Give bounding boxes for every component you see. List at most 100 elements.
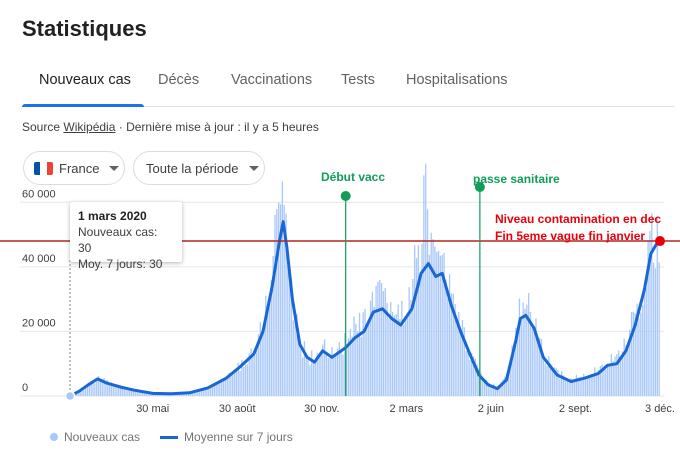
new-cases-bar: [520, 319, 522, 396]
new-cases-bar: [360, 337, 363, 396]
new-cases-bar: [505, 373, 508, 396]
new-cases-bar: [145, 392, 147, 396]
new-cases-bar: [559, 378, 561, 396]
new-cases-bar: [206, 388, 208, 396]
country-select[interactable]: France: [23, 151, 125, 185]
new-cases-bar: [142, 392, 144, 396]
new-cases-bar: [513, 343, 515, 396]
new-cases-bar: [77, 391, 79, 396]
x-tick-label: 2 mars: [390, 403, 424, 415]
new-cases-bar: [527, 293, 530, 396]
new-cases-bar: [303, 341, 306, 396]
new-cases-bar: [557, 369, 559, 396]
new-cases-bar: [434, 246, 436, 396]
new-cases-bar: [478, 368, 480, 396]
new-cases-bar: [414, 245, 416, 396]
new-cases-bar: [548, 356, 550, 396]
new-cases-bar: [138, 390, 140, 396]
new-cases-bar: [518, 298, 521, 396]
new-cases-bar: [296, 314, 298, 396]
new-cases-bar: [535, 317, 537, 396]
period-select[interactable]: Toute la période: [133, 151, 265, 185]
new-cases-bar: [358, 312, 361, 396]
tab-deces[interactable]: Décès: [158, 72, 200, 88]
new-cases-bar: [461, 320, 464, 396]
new-cases-bar: [88, 383, 90, 396]
y-tick-label: 0: [22, 382, 28, 394]
y-tick-label: 20 000: [22, 317, 56, 329]
new-cases-bar: [346, 344, 348, 396]
new-cases-bar: [423, 175, 425, 396]
current-level-dot: [655, 236, 665, 247]
new-cases-bar: [463, 327, 465, 396]
new-cases-bar: [263, 328, 265, 396]
new-cases-bar: [630, 311, 633, 396]
new-cases-bar: [454, 304, 456, 396]
new-cases-bar: [430, 232, 432, 396]
new-cases-bar: [390, 301, 392, 396]
new-cases-bar: [134, 390, 136, 396]
new-cases-bar: [595, 373, 598, 396]
new-cases-bar: [276, 209, 278, 396]
new-cases-bar: [526, 304, 528, 396]
new-cases-bar: [97, 376, 100, 396]
new-cases-bar: [149, 393, 151, 396]
new-cases-bar: [636, 303, 638, 396]
new-cases-bar: [132, 390, 135, 396]
new-cases-bar: [634, 313, 636, 396]
source-link[interactable]: Wikipédia: [63, 120, 116, 134]
new-cases-bar: [456, 318, 458, 396]
new-cases-bar: [259, 321, 261, 396]
new-cases-bar: [292, 320, 295, 396]
new-cases-bar: [380, 283, 383, 396]
new-cases-bar: [232, 373, 234, 396]
tab-tests[interactable]: Tests: [341, 72, 375, 88]
new-cases-bar: [393, 315, 396, 396]
new-cases-bar: [575, 374, 578, 396]
new-cases-bar: [322, 344, 324, 396]
new-cases-bar: [347, 338, 350, 396]
new-cases-bar: [368, 320, 370, 396]
tab-nouveaux-cas[interactable]: Nouveaux cas: [39, 72, 131, 88]
new-cases-bar: [83, 388, 85, 396]
y-tick-label: 60 000: [22, 188, 56, 200]
vaccination-start-annotation: Début vacc: [321, 170, 385, 184]
new-cases-bar: [388, 318, 390, 396]
new-cases-bar: [369, 300, 372, 396]
new-cases-bar: [351, 336, 353, 396]
new-cases-bar: [123, 388, 125, 396]
new-cases-bar: [289, 272, 291, 396]
new-cases-bar: [487, 383, 489, 396]
cases-chart[interactable]: Début vacc passe sanitaire Niveau contam…: [0, 160, 680, 430]
source-line: Source Wikipédia · Dernière mise à jour …: [22, 120, 319, 134]
new-cases-bar: [228, 372, 230, 396]
country-label: France: [59, 160, 100, 176]
new-cases-bar: [96, 378, 98, 396]
new-cases-bar: [114, 386, 116, 396]
new-cases-bar: [537, 338, 539, 396]
new-cases-bar: [524, 308, 526, 396]
new-cases-bar: [364, 308, 366, 396]
new-cases-bar: [250, 348, 252, 396]
new-cases-bar: [643, 293, 646, 396]
new-cases-bar: [314, 362, 317, 396]
new-cases-bar: [312, 359, 315, 396]
france-flag-icon: [34, 161, 53, 175]
tab-vaccinations[interactable]: Vaccinations: [231, 72, 313, 88]
new-cases-bar: [645, 287, 647, 396]
new-cases-bar: [329, 356, 331, 396]
seven-day-average-line: [69, 220, 662, 398]
new-cases-bar: [618, 350, 620, 396]
new-cases-bar: [647, 240, 649, 396]
new-cases-bar: [432, 239, 434, 396]
new-cases-bar: [652, 262, 655, 396]
new-cases-bar: [437, 250, 440, 396]
new-cases-bar: [197, 391, 199, 396]
new-cases-bar: [217, 382, 219, 396]
new-cases-bar: [425, 163, 427, 396]
new-cases-bar: [254, 355, 256, 396]
new-cases-bar: [562, 375, 565, 396]
new-cases-bar: [379, 279, 381, 396]
tab-hospitalisations[interactable]: Hospitalisations: [406, 72, 508, 88]
y-tick-label: 40 000: [22, 253, 56, 265]
